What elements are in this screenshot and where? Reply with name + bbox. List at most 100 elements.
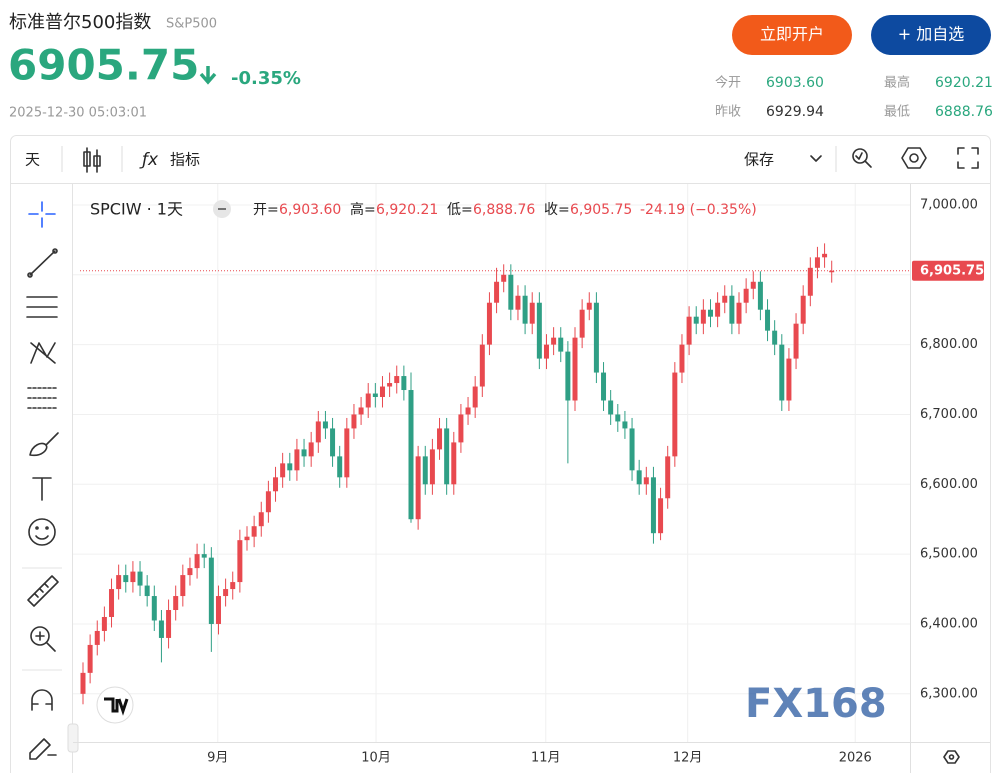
candle-body <box>223 589 229 597</box>
candle-body <box>650 477 656 534</box>
candle-body <box>501 274 507 282</box>
settings-icon[interactable] <box>901 147 927 169</box>
drawing-tools[interactable] <box>26 201 59 760</box>
title: 标准普尔500指数 <box>9 12 151 33</box>
open-account-button[interactable] <box>732 15 852 55</box>
legend-label: 开= <box>253 202 279 218</box>
candle-body <box>408 390 414 520</box>
candle-body <box>180 575 186 597</box>
candle-body <box>322 421 328 429</box>
candles: 6,905.75 <box>80 243 984 705</box>
candle-body <box>693 316 699 324</box>
tv-logo[interactable] <box>96 686 134 724</box>
candle-body <box>679 344 685 373</box>
candle-body <box>472 386 478 408</box>
candle-body <box>437 428 443 450</box>
candle-body <box>536 302 542 359</box>
legend-value: 6,920.21 <box>376 202 438 218</box>
y-tick-label: 6,400.00 <box>920 616 978 631</box>
alert-icon[interactable] <box>852 148 872 168</box>
candle-type-icon[interactable] <box>83 147 101 173</box>
candle-body <box>736 302 742 324</box>
candle-body <box>700 309 706 324</box>
stat-label: 最低 <box>884 105 910 120</box>
legend-title: SPCIW · 1天 <box>90 200 183 219</box>
watermark: FX168 <box>745 681 887 727</box>
candle-body <box>337 456 343 478</box>
candle-body <box>586 302 592 310</box>
candle-body <box>479 344 485 387</box>
fx-icon[interactable]: ƒx <box>139 150 159 170</box>
candle-body <box>422 456 428 485</box>
candle-body <box>265 491 271 513</box>
candle-body <box>237 540 243 583</box>
legend: 开= 6,903.60 高= 6,920.21 低= 6,888.76 收= 6,905.75… <box>253 201 757 218</box>
legend-value: 6,903.60 <box>279 202 341 218</box>
candle-body <box>722 295 728 303</box>
candle-body <box>344 428 350 478</box>
candle-body <box>750 281 756 289</box>
interval[interactable]: 天 <box>25 151 40 169</box>
candle-body <box>301 449 307 457</box>
candle-body <box>757 281 763 310</box>
x-tick-label: 2026 <box>839 751 872 766</box>
candle-body <box>772 330 778 345</box>
candle-body <box>793 323 799 359</box>
candle-body <box>258 512 264 527</box>
legend-label: 高= <box>350 201 376 218</box>
legend-value: 6,905.75 <box>570 202 632 218</box>
candle-body <box>494 281 500 303</box>
collapse-toggle[interactable] <box>67 723 79 753</box>
candle-body <box>173 596 179 611</box>
indicators[interactable]: 指标 <box>170 151 200 169</box>
candle-body <box>622 421 628 429</box>
last-price-label: 6,905.75 <box>920 263 984 278</box>
candle-body <box>672 372 678 457</box>
chart-frame <box>10 135 991 773</box>
watchlist-label[interactable]: + 加自选 <box>898 25 965 44</box>
fullscreen-icon[interactable] <box>957 147 979 169</box>
candle-body <box>372 393 378 398</box>
candle-body <box>415 456 421 520</box>
candle-body <box>444 428 450 485</box>
grid: 6,300.00 6,400.00 6,500.00 6,600.00 6,700.00… <box>73 184 978 766</box>
save[interactable]: 保存 <box>744 151 774 169</box>
candle-body <box>287 463 293 471</box>
candle-body <box>807 267 813 296</box>
watchlist-button[interactable] <box>871 15 991 55</box>
axis-settings-icon[interactable] <box>943 750 960 764</box>
last-price-tag <box>912 260 984 281</box>
candle-body <box>273 477 279 492</box>
candle-body <box>786 358 792 401</box>
candle-body <box>101 616 107 631</box>
candle-body <box>814 257 820 268</box>
candle-body <box>608 400 614 415</box>
candle-body <box>87 644 93 673</box>
candle-body <box>194 554 200 569</box>
tv-logo-mark <box>104 697 129 716</box>
candle-body <box>158 620 164 638</box>
candle-body <box>629 428 635 471</box>
candle-body <box>429 449 435 485</box>
candle-body <box>80 672 86 694</box>
candle-body <box>94 630 100 645</box>
candle-body <box>451 442 457 485</box>
x-tick-label: 11月 <box>531 751 561 766</box>
legend-change: -24.19 (−0.35%) <box>640 202 757 218</box>
candle-body <box>116 575 122 590</box>
candle-body <box>330 428 336 457</box>
candle-body <box>572 337 578 401</box>
candle-body <box>394 376 400 384</box>
candle-body <box>522 295 528 324</box>
candle-body <box>593 302 599 373</box>
candle-body <box>486 302 492 345</box>
candle-body <box>387 383 393 387</box>
candle-body <box>515 295 521 310</box>
candle-body <box>800 295 806 324</box>
open-account-label[interactable]: 立即开户 <box>760 25 824 44</box>
stat-value: 6929.94 <box>766 104 824 120</box>
candle-body <box>465 407 471 415</box>
save-dropdown[interactable] <box>810 155 822 162</box>
